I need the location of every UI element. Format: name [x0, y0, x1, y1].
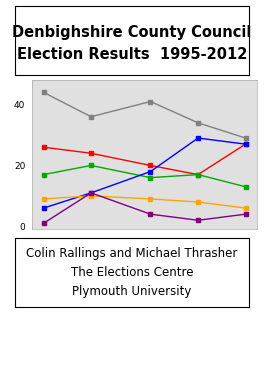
Text: Denbighshire County Council: Denbighshire County Council: [12, 25, 252, 40]
Text: Election Results  1995-2012: Election Results 1995-2012: [17, 47, 247, 62]
Text: Colin Rallings and Michael Thrasher
The Elections Centre
Plymouth University: Colin Rallings and Michael Thrasher The …: [26, 247, 238, 298]
